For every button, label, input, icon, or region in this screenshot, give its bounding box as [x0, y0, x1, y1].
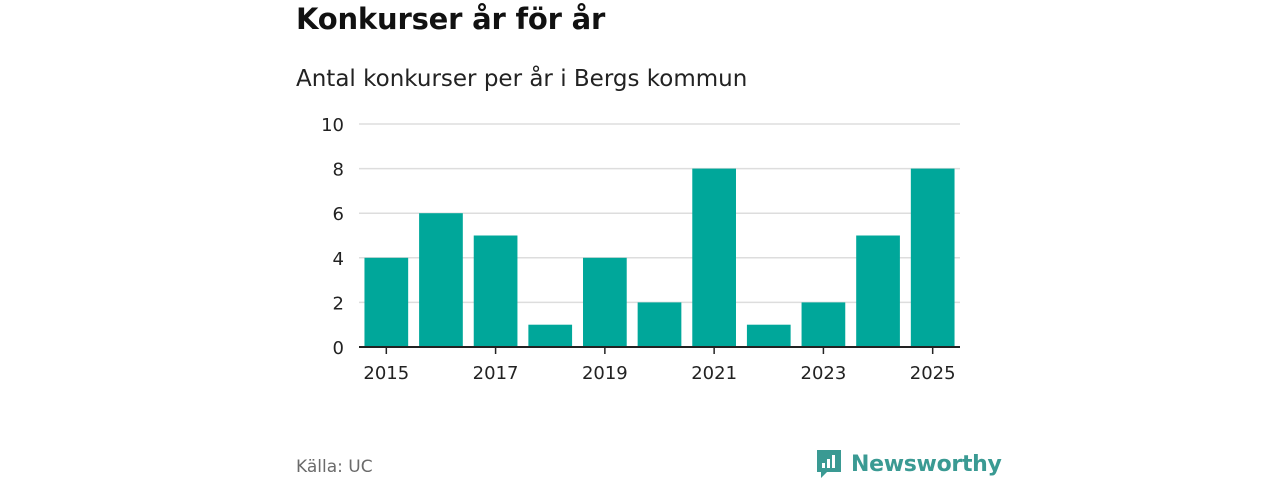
bar-2017 [473, 235, 518, 347]
bar-2022 [746, 324, 791, 347]
bar-2020 [637, 302, 682, 347]
axes: 0 2 4 6 8 10 2015 2017 2019 2021 2023 2025 [321, 115, 960, 384]
newsworthy-logo-icon [817, 450, 841, 478]
bar-2018 [528, 324, 573, 347]
chart-subtitle: Antal konkurser per år i Bergs kommun [296, 66, 748, 92]
source-note: Källa: UC [296, 457, 373, 477]
y-tick-label: 8 [333, 160, 344, 181]
y-tick-label: 6 [333, 204, 344, 225]
y-tick-label: 2 [333, 293, 344, 314]
brand-logo: Newsworthy [815, 448, 1002, 480]
x-tick-label: 2015 [363, 363, 409, 384]
y-tick-label: 10 [321, 115, 344, 136]
y-tick-label: 4 [333, 249, 344, 270]
x-tick-label: 2019 [582, 363, 628, 384]
bar-2019 [583, 257, 627, 347]
x-tick-label: 2017 [473, 363, 519, 384]
x-tick-label: 2021 [691, 363, 737, 384]
y-tick-label: 0 [333, 338, 344, 359]
x-tick-label: 2023 [801, 363, 847, 384]
bar-2021 [692, 168, 736, 347]
bar-2016 [419, 213, 463, 347]
bars [364, 168, 955, 347]
brand-name: Newsworthy [851, 451, 1002, 477]
bar-2025 [910, 168, 955, 347]
bar-2024 [856, 235, 900, 347]
bar-2023 [801, 302, 846, 347]
x-tick-label: 2025 [910, 363, 956, 384]
bar-2015 [364, 257, 409, 347]
chart-title: Konkurser år för år [296, 2, 606, 36]
